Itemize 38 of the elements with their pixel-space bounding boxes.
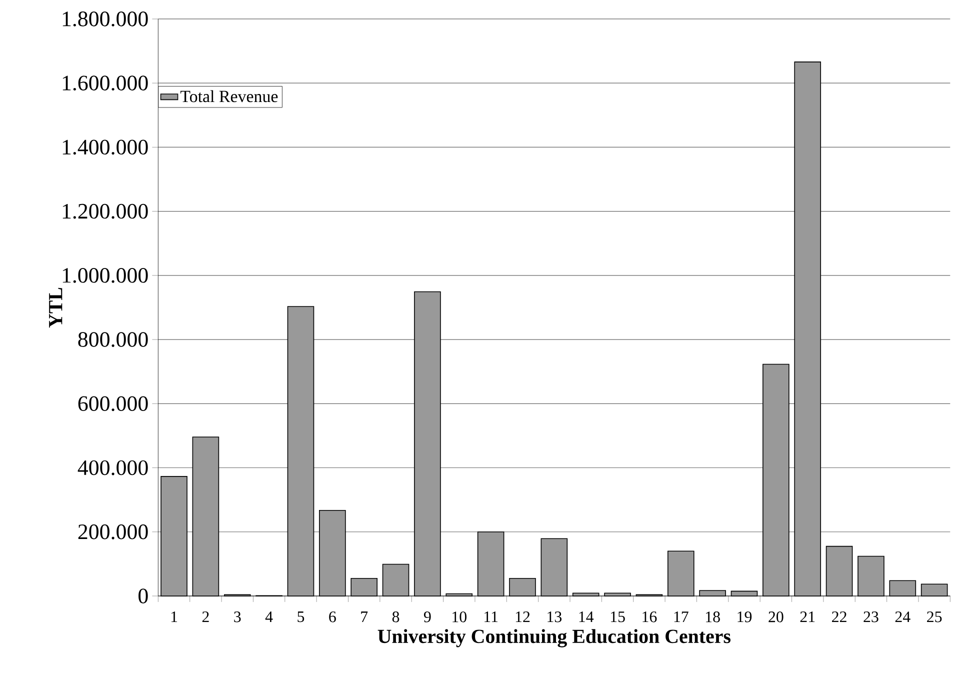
x-tick-label: 6 [329, 612, 336, 622]
x-tick-label: 1 [171, 612, 178, 622]
y-tick-label: 600.000 [78, 396, 148, 412]
x-tick-label: 22 [832, 612, 846, 622]
x-tick-label: 21 [800, 612, 815, 622]
x-tick-label: 2 [202, 612, 209, 622]
x-tick-label: 18 [706, 612, 720, 622]
x-tick-label: 17 [674, 612, 688, 622]
x-tick-label: 19 [738, 612, 752, 622]
x-tick-label: 24 [895, 612, 910, 622]
x-tick-label: 13 [548, 612, 562, 622]
x-tick-label: 8 [392, 612, 400, 622]
x-tick-label: 10 [452, 612, 466, 622]
y-tick-label: 1.600.000 [62, 76, 148, 91]
x-tick-label: 11 [484, 612, 498, 622]
y-tick-label: 800.000 [78, 332, 148, 347]
legend-label: Total Revenue [180, 90, 278, 102]
x-tick-label: 12 [516, 612, 530, 622]
y-tick-label: 200.000 [78, 524, 148, 540]
y-tick-label: 0 [138, 588, 148, 604]
x-tick-label: 4 [265, 612, 273, 622]
x-tick-label: 25 [927, 612, 942, 622]
x-tick-label: 16 [642, 612, 657, 622]
x-tick-label: 5 [298, 612, 304, 622]
x-tick-label: 7 [361, 612, 368, 622]
y-tick-label: 1.400.000 [62, 140, 148, 155]
y-tick-label: 1.800.000 [62, 12, 148, 26]
y-axis-title: YTL [49, 288, 62, 328]
y-tick-label: 400.000 [78, 460, 148, 476]
y-tick-label: 1.200.000 [62, 204, 148, 219]
x-tick-label: 14 [579, 612, 594, 622]
x-tick-label: 23 [864, 612, 878, 622]
x-tick-label: 3 [234, 612, 241, 622]
y-tick-label: 1.000.000 [62, 268, 148, 283]
x-tick-label: 20 [768, 612, 784, 622]
x-tick-label: 15 [610, 612, 625, 622]
x-tick-label: 9 [424, 612, 431, 622]
x-axis-title: University Continuing Education Centers [378, 629, 731, 648]
